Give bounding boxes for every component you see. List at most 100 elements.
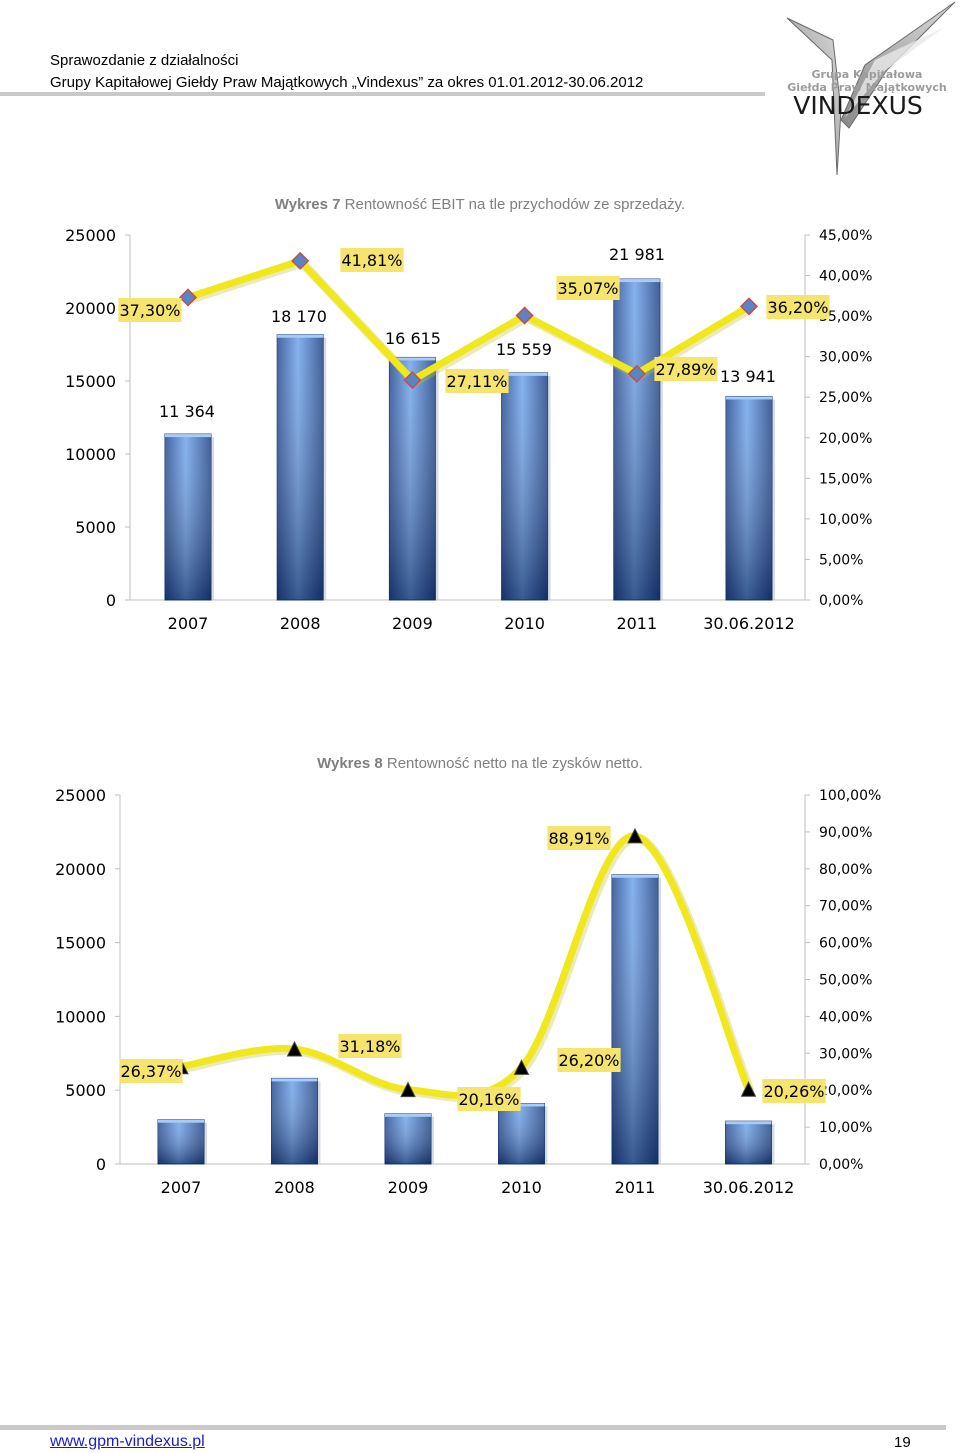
line-value-label: 37,30% [119,301,180,320]
line-value-label-bg [118,298,182,322]
triangle-marker [286,1040,303,1057]
line-value-label-bg [654,357,718,381]
y-right-tick-label: 0,00% [819,1157,863,1173]
page-number: 19 [894,1434,911,1451]
footer-website-link[interactable]: www.gpm-vindexus.pl [50,1433,205,1450]
chart-8-caption: Wykres 8 Rentowność netto na tle zysków … [0,755,960,772]
x-tick-label: 2008 [280,614,321,633]
vindexus-logo: Grupa Kapitałowa Giełda Praw Majątkowych… [786,1,956,176]
bar-shade [271,1078,318,1164]
x-tick-label: 30.06.2012 [703,1178,795,1197]
triangle-marker [740,1081,757,1097]
y-right-tick-label: 70,00% [819,899,872,915]
bar-top [498,1103,545,1107]
bar-shade [389,357,436,600]
diamond-marker [403,371,422,390]
y-left-tick-label: 10000 [55,1007,106,1026]
line-value-label: 26,20% [558,1051,619,1070]
bar-shade [726,396,772,600]
bar-top [165,434,211,438]
x-tick-label: 2011 [616,614,657,633]
line-value-label-bg [547,826,611,850]
bar-top [389,357,436,361]
diamond-marker [178,288,198,307]
line-value-label: 20,26% [763,1082,824,1101]
y-right-tick-label: 30,00% [819,350,872,366]
diamond-marker [515,306,534,325]
chart-ebit-margin: 0 5000 10000 15000 20000 25000 0,00% 5,00% 10,00… [65,226,872,633]
y-left-tick-label: 20000 [55,860,106,879]
series-line [177,832,752,1099]
bar-shade [501,372,548,600]
chart-8-caption-number: Wykres 8 [317,755,383,772]
page-header: Sprawozdanie z działalności Grupy Kapita… [0,0,960,180]
line-value-label: 27,89% [655,360,716,379]
x-tick-label: 2008 [274,1178,315,1197]
line-value-label-bg [556,276,620,300]
y-left-tick-label: 25000 [55,786,106,805]
y-right-tick-label: 45,00% [819,228,872,244]
x-tick-label: 30.06.2012 [703,614,795,633]
bar-shade [158,1119,204,1164]
line-value-label: 20,16% [458,1090,519,1109]
y-right-tick-label: 20,00% [819,431,872,447]
bar-shade [725,1121,772,1164]
y-left-tick-label: 15000 [55,934,106,953]
x-tick-label: 2010 [501,1178,542,1197]
y-left-tick-label: 5000 [65,1081,106,1100]
line-value-label: 88,91% [548,829,609,848]
bar-value-label: 18 170 [271,307,327,326]
line-value-label-bg [766,295,830,319]
bar-top [612,874,658,878]
y-right-tick-label: 80,00% [819,862,872,878]
y-left-tick-label: 15000 [65,372,116,391]
line-value-label-bg [762,1079,826,1103]
y-left-tick-label: 10000 [65,445,116,464]
y-right-tick-label: 5,00% [819,552,863,568]
line-value-label-bg [119,1059,183,1083]
y-right-tick-label: 35,00% [819,309,872,325]
report-title: Sprawozdanie z działalności [50,52,239,69]
bar-shade [613,279,660,600]
y-left-tick-label: 5000 [75,518,116,537]
y-right-tick-label: 40,00% [819,269,872,285]
x-tick-label: 2007 [161,1178,202,1197]
logo-name: VINDEXUS [793,91,923,120]
bar-shade [385,1113,431,1164]
x-tick-label: 2011 [615,1178,656,1197]
footer-divider [0,1425,946,1430]
bar-top [613,279,660,283]
y-right-tick-label: 10,00% [819,512,872,528]
report-subtitle: Grupy Kapitałowej Giełdy Praw Majątkowyc… [50,74,644,91]
y-left-tick-label: 20000 [65,299,116,318]
logo-exchange-text: Giełda Praw Majątkowych [787,81,946,94]
header-divider [0,92,765,96]
y-right-tick-label: 40,00% [819,1009,872,1025]
bar-top [726,396,772,400]
chart-7-caption: Wykres 7 Rentowność EBIT na tle przychod… [0,196,960,213]
diamond-marker [739,297,759,316]
chart-8-caption-text: Rentowność netto na tle zysków netto. [382,755,643,772]
bar-value-label: 21 981 [609,245,665,264]
y-right-tick-label: 0,00% [819,593,863,609]
chart-net-margin: 0 5000 10000 15000 20000 25000 0,00% 10,00% 20,0… [55,786,881,1197]
y-left-tick-label: 0 [96,1155,106,1174]
y-right-tick-label: 100,00% [819,788,881,804]
y-right-tick-label: 50,00% [819,973,872,989]
chart-7-caption-text: Rentowność EBIT na tle przychodów ze spr… [340,196,686,213]
x-tick-label: 2009 [392,614,433,633]
y-right-tick-label: 10,00% [819,1120,872,1136]
x-tick-label: 2009 [388,1178,429,1197]
bar-value-label: 15 559 [496,340,552,359]
bar-value-label: 16 615 [385,329,441,348]
line-value-label: 35,07% [557,279,618,298]
line-value-label-bg [340,248,404,272]
bar-shade [612,874,658,1164]
triangle-marker [513,1059,530,1075]
y-right-tick-label: 20,00% [819,1083,872,1099]
y-left-tick-label: 25000 [65,226,116,245]
line-value-label-bg [457,1087,521,1111]
line-value-label: 26,37% [120,1062,181,1081]
bar-shade [498,1103,545,1164]
y-right-tick-label: 90,00% [819,825,872,841]
